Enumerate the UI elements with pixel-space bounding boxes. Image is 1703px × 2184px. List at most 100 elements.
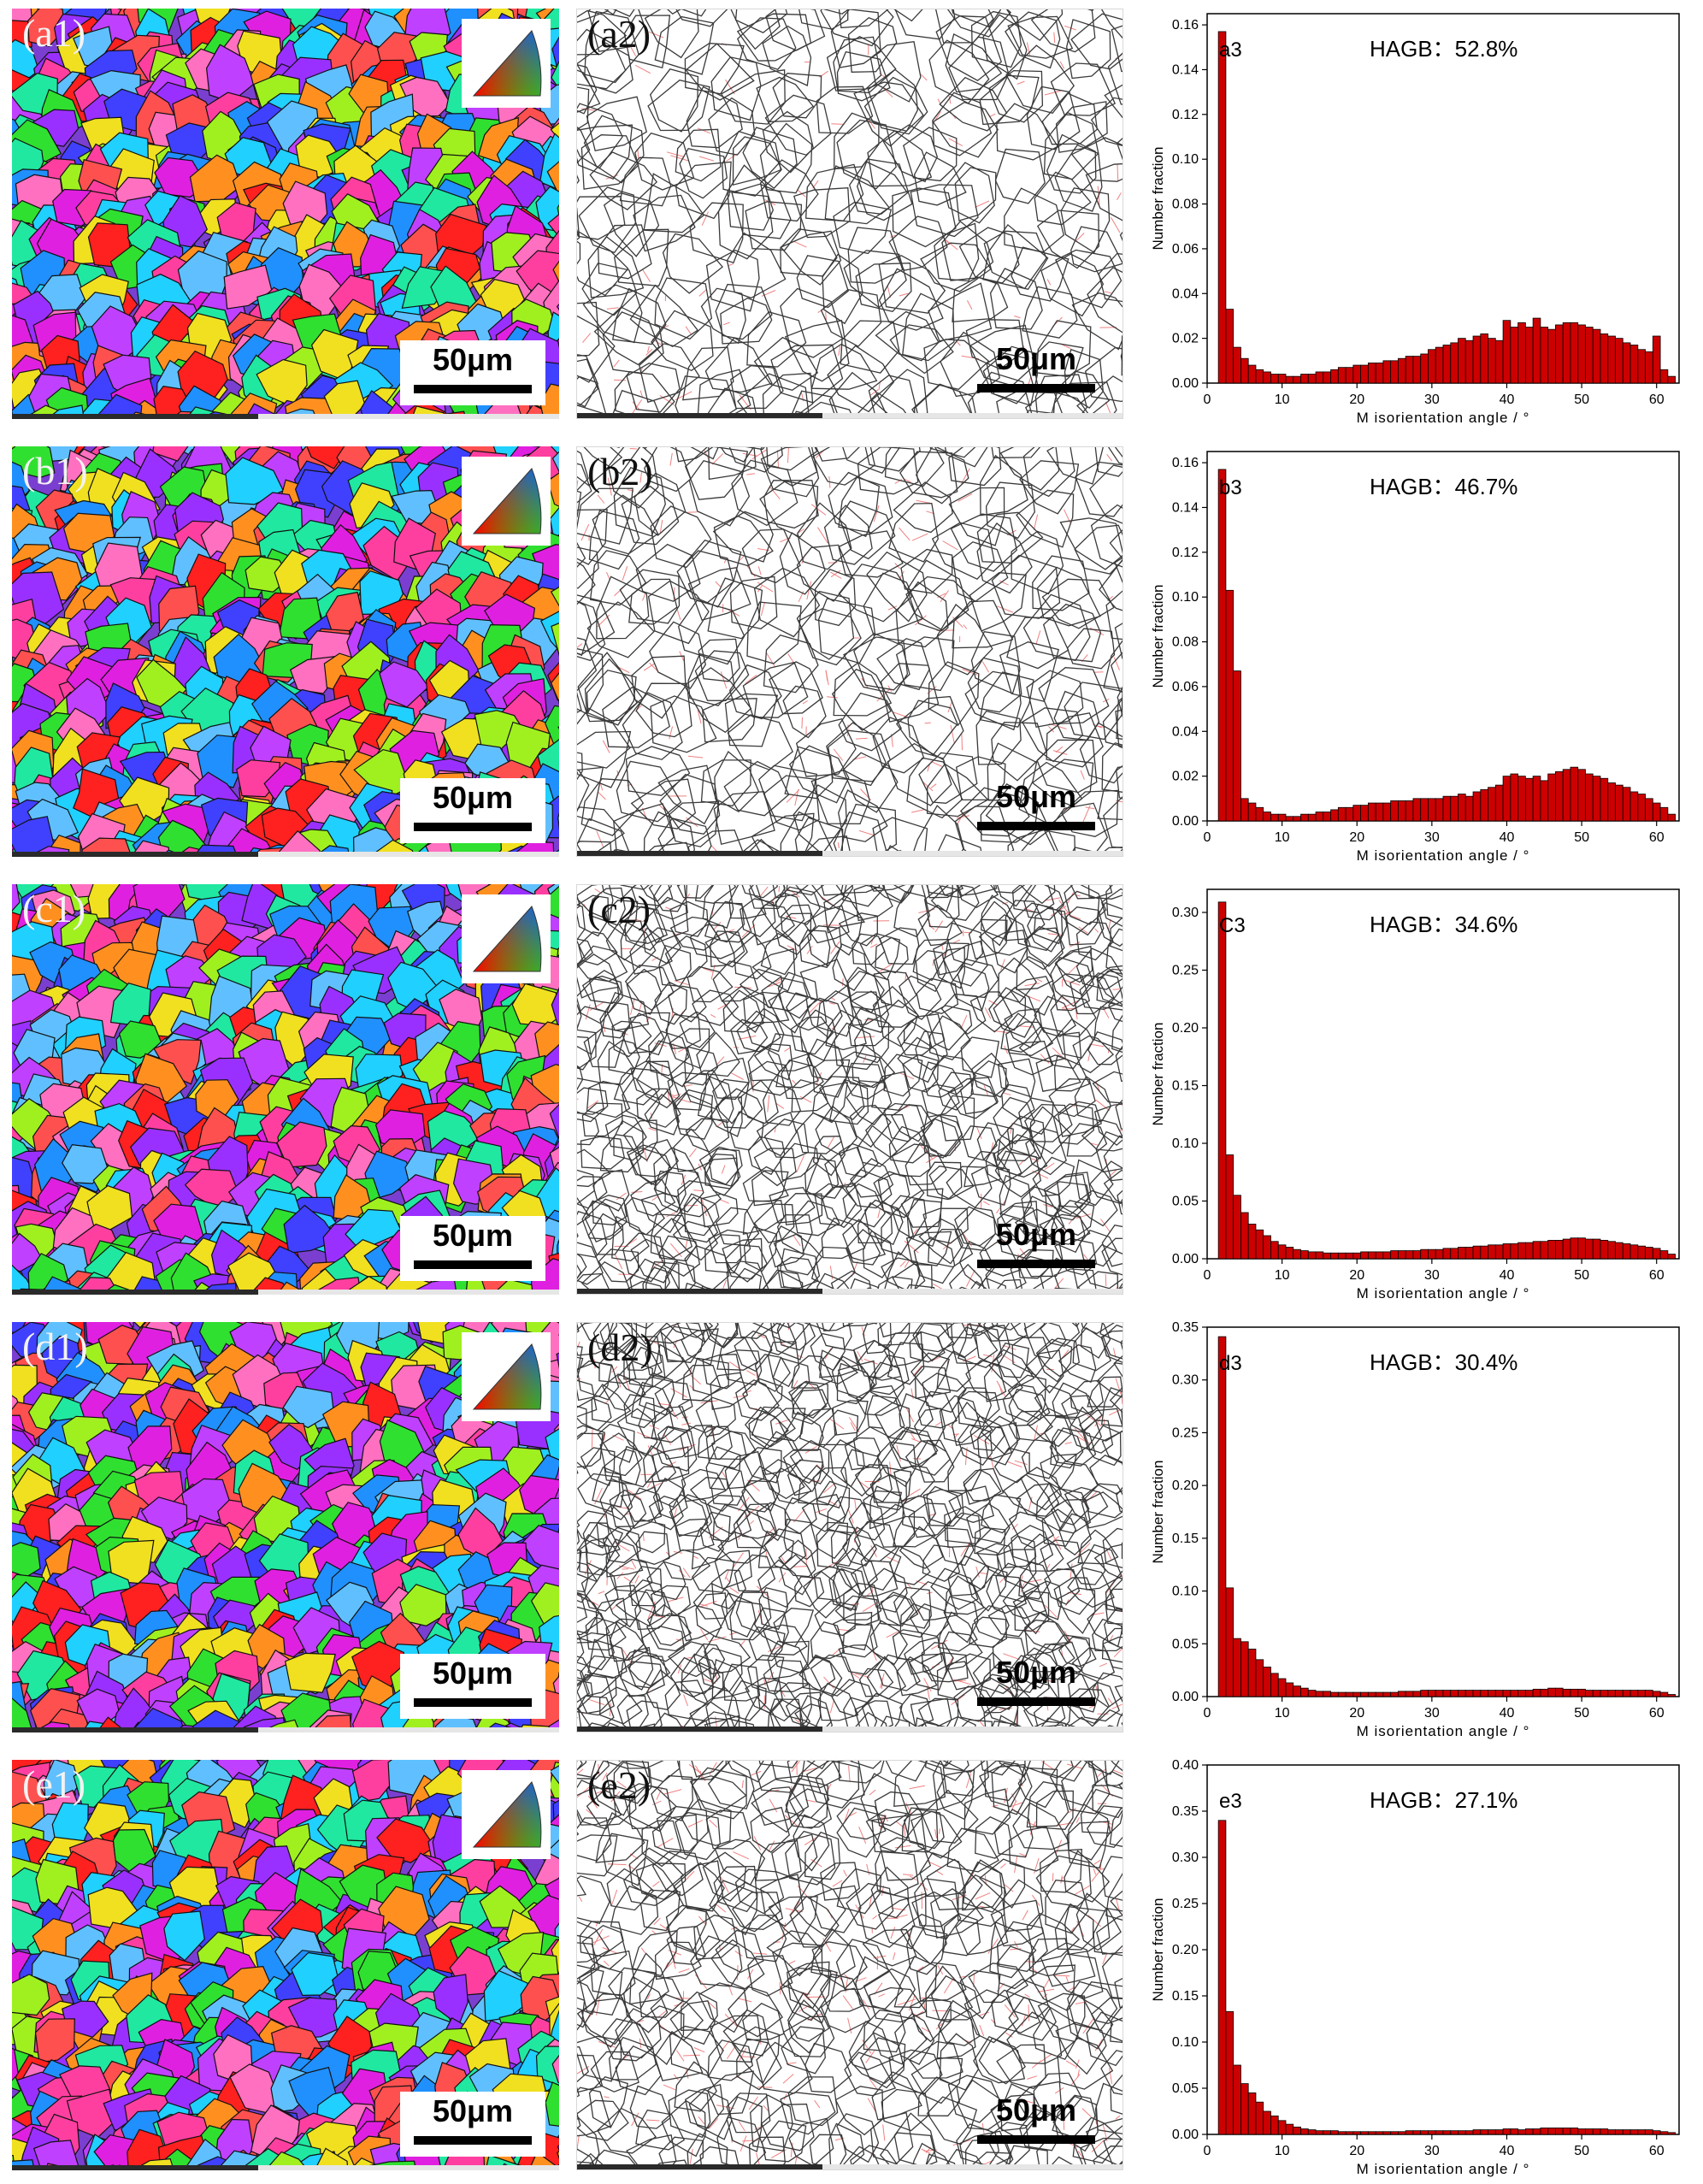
high-angle-boundary <box>577 1632 616 1671</box>
high-angle-boundary <box>952 599 1014 649</box>
grain <box>545 1428 559 1466</box>
high-angle-boundary <box>650 695 717 753</box>
histogram-bar <box>1532 317 1541 384</box>
histogram-bar <box>1524 327 1534 384</box>
high-angle-boundary <box>967 371 1033 418</box>
high-angle-boundary <box>1054 144 1103 212</box>
high-angle-boundary <box>1057 1587 1096 1634</box>
low-angle-boundary <box>725 1576 730 1583</box>
histogram-bar <box>1233 346 1241 384</box>
high-angle-boundary <box>815 1105 857 1157</box>
high-angle-boundary <box>577 546 599 589</box>
low-angle-boundary <box>1087 1052 1091 1062</box>
high-angle-boundary <box>869 1473 908 1511</box>
hagb-annotation: HAGB：34.6% <box>1370 912 1517 937</box>
grain <box>364 1150 415 1201</box>
high-angle-boundary <box>783 1411 824 1451</box>
histogram-bar <box>1428 1248 1436 1260</box>
low-angle-boundary <box>926 1155 938 1164</box>
low-angle-boundary <box>1111 216 1121 233</box>
high-angle-boundary <box>714 1549 752 1590</box>
high-angle-boundary <box>1074 1189 1118 1227</box>
high-angle-boundary <box>659 773 721 835</box>
high-angle-boundary <box>630 778 697 829</box>
y-tick-label: 0.00 <box>1172 1252 1199 1266</box>
high-angle-boundary <box>643 896 689 944</box>
low-angle-boundary <box>1104 291 1112 294</box>
high-angle-boundary <box>801 1494 846 1532</box>
high-angle-boundary <box>910 1352 950 1398</box>
high-angle-boundary <box>753 1148 797 1187</box>
histogram-bar <box>1375 802 1384 822</box>
high-angle-boundary <box>821 1217 866 1260</box>
high-angle-boundary <box>900 1188 944 1228</box>
high-angle-boundary <box>648 1030 690 1077</box>
histogram-bar <box>1652 802 1661 822</box>
low-angle-boundary <box>966 1269 975 1287</box>
grain <box>551 672 559 701</box>
high-angle-boundary <box>1070 885 1113 900</box>
high-angle-boundary <box>849 1104 892 1148</box>
histogram-bar <box>1524 777 1534 822</box>
high-angle-boundary <box>1089 1455 1123 1496</box>
y-tick-label: 0.02 <box>1172 770 1199 784</box>
high-angle-boundary <box>675 447 714 463</box>
high-angle-boundary <box>669 900 709 937</box>
high-angle-boundary <box>798 608 862 666</box>
high-angle-boundary <box>622 1232 666 1283</box>
high-angle-boundary <box>688 459 751 527</box>
low-angle-boundary <box>674 1508 677 1518</box>
high-angle-boundary <box>689 1701 730 1732</box>
low-angle-boundary <box>806 945 813 954</box>
high-angle-boundary <box>582 1521 621 1555</box>
x-tick-label: 60 <box>1649 830 1665 845</box>
high-angle-boundary <box>660 1323 706 1364</box>
high-angle-boundary <box>948 1485 994 1523</box>
high-angle-boundary <box>682 1364 722 1402</box>
high-angle-boundary <box>1058 1344 1097 1384</box>
scale-bar: 50μm <box>400 778 545 843</box>
high-angle-boundary <box>858 1668 894 1697</box>
high-angle-boundary <box>895 636 955 692</box>
low-angle-boundary <box>604 1433 606 1441</box>
high-angle-boundary <box>1040 1323 1081 1347</box>
high-angle-boundary <box>999 1201 1039 1246</box>
histogram-bar <box>1464 795 1474 822</box>
high-angle-boundary <box>717 191 774 260</box>
high-angle-boundary <box>971 1052 1010 1098</box>
high-angle-boundary <box>1120 1339 1123 1351</box>
high-angle-boundary <box>1042 603 1102 663</box>
high-angle-boundary <box>838 1644 883 1675</box>
low-angle-boundary <box>947 699 953 713</box>
high-angle-boundary <box>650 505 712 569</box>
high-angle-boundary <box>914 1366 952 1400</box>
histogram-bar <box>1532 776 1541 822</box>
high-angle-boundary <box>975 1325 1011 1367</box>
high-angle-boundary <box>675 1089 714 1131</box>
high-angle-boundary <box>1026 670 1084 729</box>
histogram-bar <box>1255 806 1264 822</box>
high-angle-boundary <box>737 17 797 70</box>
high-angle-boundary <box>702 885 734 929</box>
histogram-bar <box>1645 351 1653 384</box>
low-angle-boundary <box>899 292 909 297</box>
high-angle-boundary <box>846 1080 893 1126</box>
low-angle-boundary <box>1003 1653 1021 1661</box>
high-angle-boundary <box>795 717 857 777</box>
high-angle-boundary <box>776 1256 819 1289</box>
high-angle-boundary <box>993 1447 1030 1484</box>
histogram-bar <box>1412 1250 1422 1260</box>
high-angle-boundary <box>581 1200 623 1240</box>
low-angle-boundary <box>1117 163 1119 181</box>
high-angle-boundary <box>728 885 767 919</box>
high-angle-boundary <box>1092 1618 1123 1652</box>
grain-boundary-map-panel: (a2) 50μm <box>576 9 1123 419</box>
low-angle-boundary <box>586 1100 599 1109</box>
low-angle-boundary <box>997 605 1014 613</box>
hagb-annotation: HAGB：52.8% <box>1370 36 1517 62</box>
scale-bar: 50μm <box>963 339 1109 404</box>
high-angle-boundary <box>734 1330 773 1372</box>
high-angle-boundary <box>893 9 923 22</box>
high-angle-boundary <box>830 9 881 68</box>
high-angle-boundary <box>993 885 1026 894</box>
